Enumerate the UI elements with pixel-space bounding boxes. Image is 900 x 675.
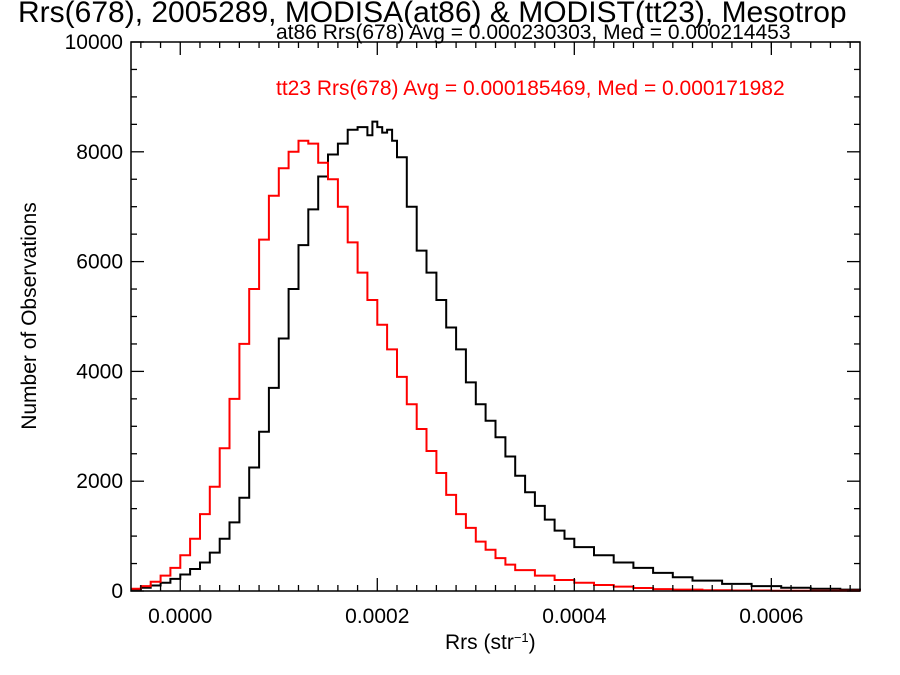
x-tick-label: 0.0006 [739,605,803,628]
x-axis-label-tail: ) [528,631,536,654]
x-axis-label-exponent: −1 [513,630,529,645]
x-tick-label: 0.0002 [345,605,409,628]
series-tt23-line [131,139,861,592]
y-tick-label: 8000 [76,141,123,164]
x-tick-label: 0.0000 [148,605,212,628]
y-tick-label: 10000 [65,31,123,54]
x-axis-label-base: Rrs (str [445,631,514,654]
y-tick-label: 0 [111,580,123,603]
plot-series [131,120,861,592]
legend-entry-tt23: tt23 Rrs(678) Avg = 0.000185469, Med = 0… [276,77,785,100]
x-tick-label: 0.0004 [542,605,607,628]
chart-title: Rrs(678), 2005289, MODISA(at86) & MODIST… [18,0,847,29]
y-tick-label: 2000 [76,470,123,493]
axes: 0.0000 0.0002 0.0004 0.0006 0 2000 4000 6000 800… [65,31,860,628]
series-at86-line [131,120,861,591]
y-tick-label: 4000 [76,360,123,383]
y-tick-label: 6000 [76,251,123,274]
x-axis-label: Rrs (str−1) [445,630,536,655]
legend-entry-at86: at86 Rrs(678) Avg = 0.000230303, Med = 0… [276,21,791,44]
